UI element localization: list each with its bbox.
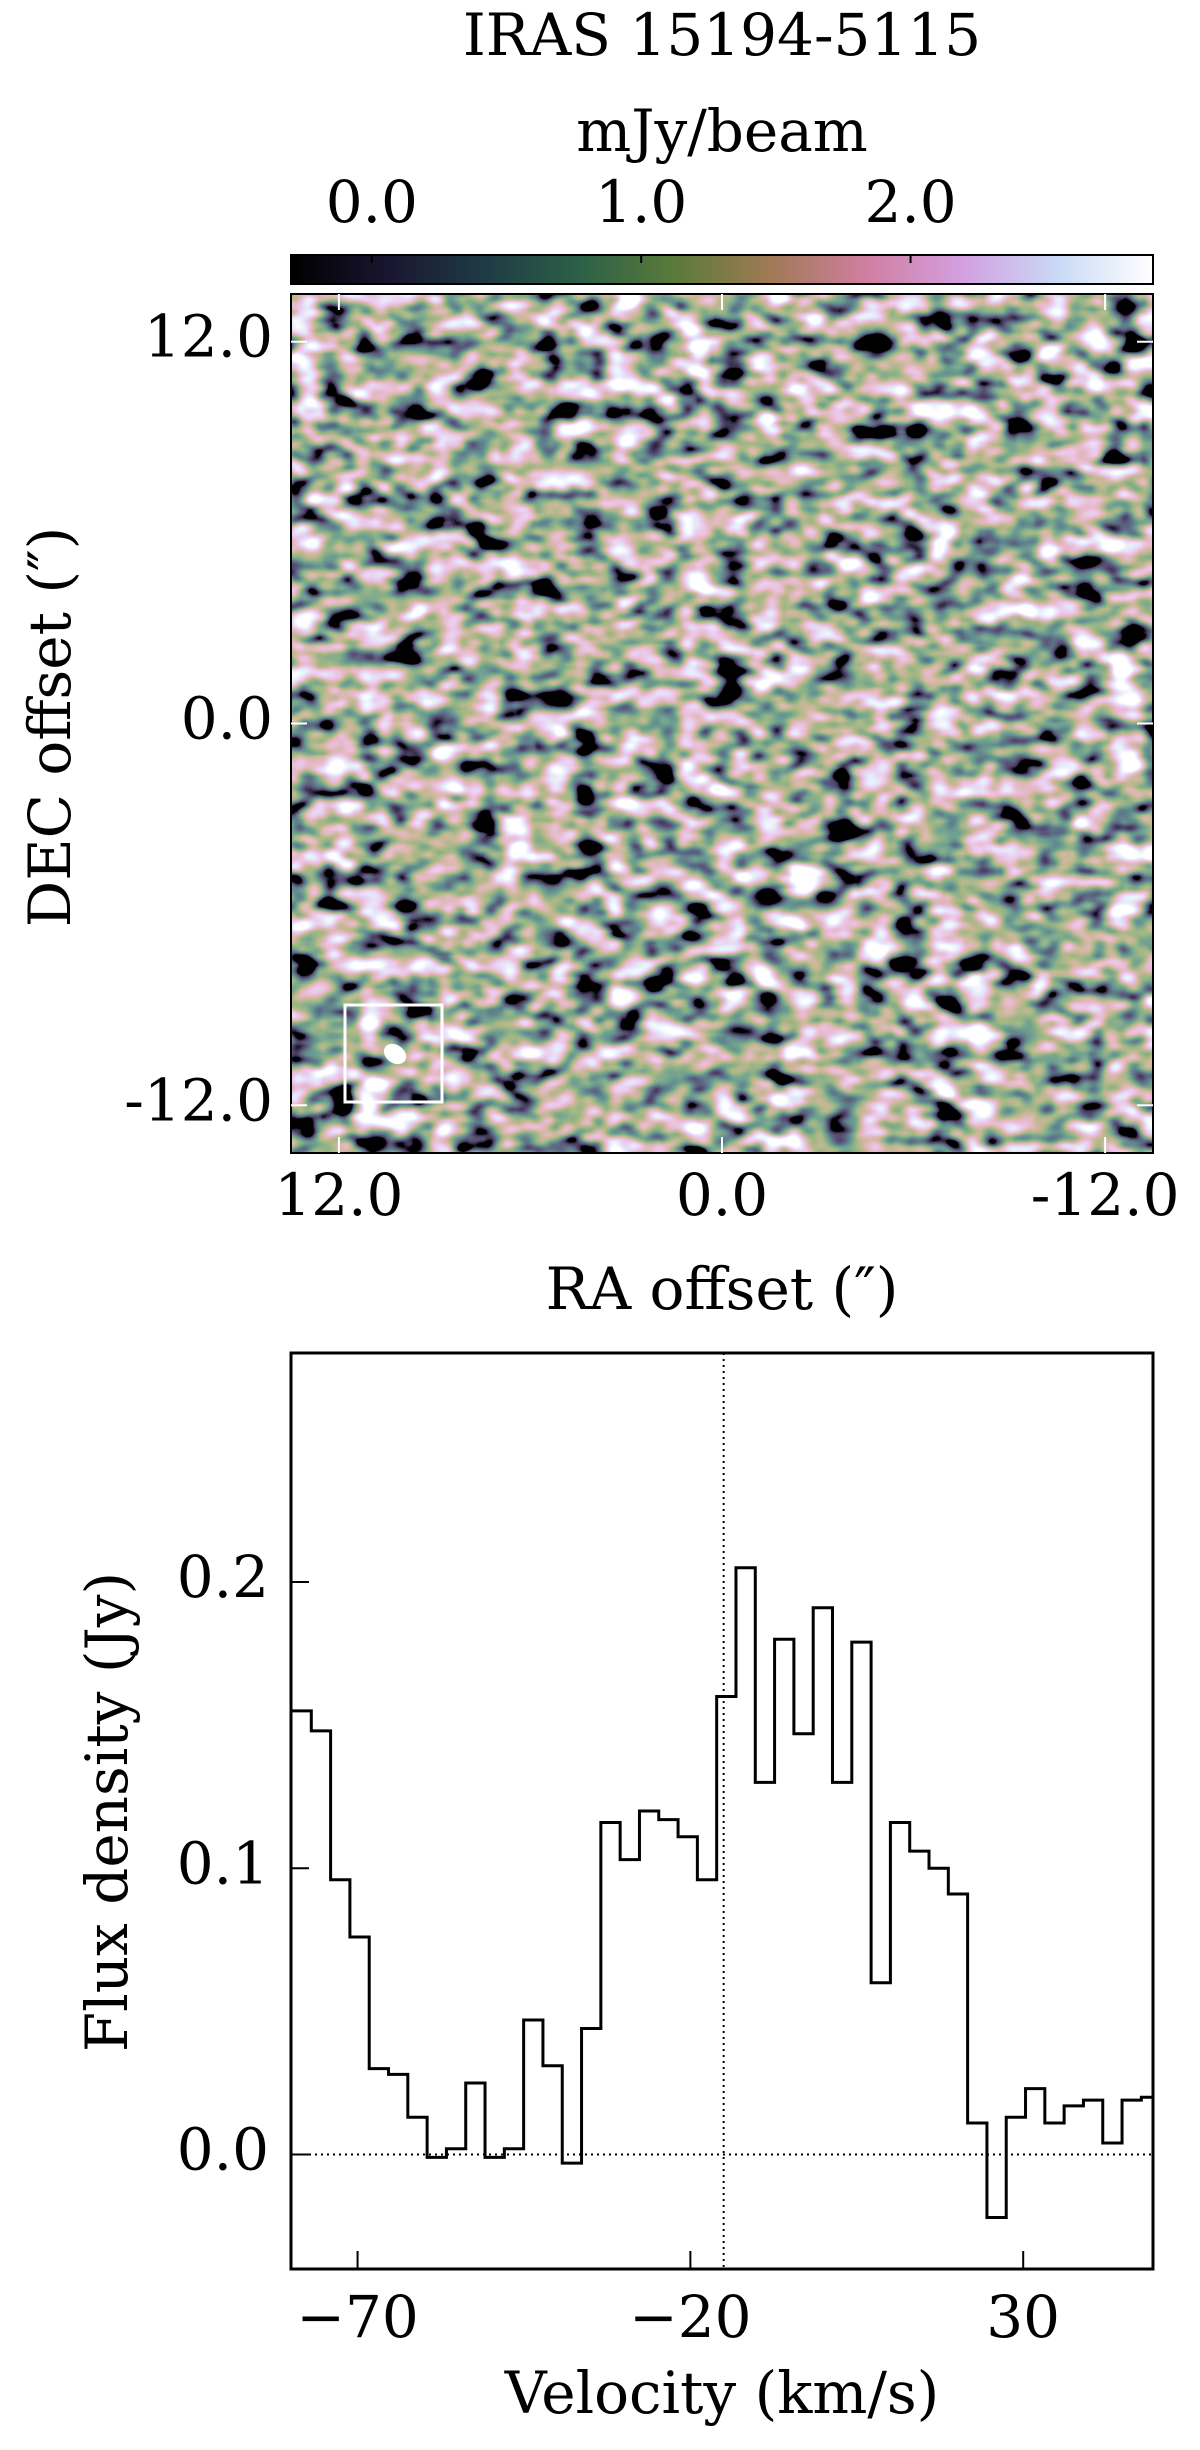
y-tick-label: 0.2 bbox=[177, 1543, 269, 1611]
y-tick-label: -12.0 bbox=[124, 1066, 273, 1134]
x-axis-label: RA offset (″) bbox=[546, 1255, 899, 1323]
map-image bbox=[291, 294, 1153, 1153]
beam bbox=[383, 1043, 407, 1065]
plot-area bbox=[291, 1566, 1153, 2219]
colorbar-tick-label: 0.0 bbox=[326, 168, 418, 236]
y-axis-label: DEC offset (″) bbox=[16, 527, 84, 928]
x-tick-label: −20 bbox=[629, 2283, 751, 2351]
spectrum-frame bbox=[289, 1351, 1155, 2271]
y-tick-label: 0.0 bbox=[181, 685, 273, 753]
y-tick-label: 12.0 bbox=[144, 303, 273, 371]
colorbar-label: mJy/beam bbox=[576, 97, 868, 165]
colorbar-tick-label: 2.0 bbox=[864, 168, 956, 236]
y-tick-label: 0.0 bbox=[177, 2116, 269, 2184]
y-tick-label: 0.1 bbox=[177, 1829, 269, 1897]
colorbar bbox=[290, 254, 1154, 285]
x-tick-label: -12.0 bbox=[1031, 1161, 1180, 1229]
spectrum-line bbox=[291, 1566, 1153, 2219]
x-axis-label: Velocity (km/s) bbox=[504, 2359, 940, 2427]
beam-box bbox=[343, 1003, 444, 1104]
x-tick-label: −70 bbox=[296, 2283, 418, 2351]
y-axis-label: Flux density (Jy) bbox=[73, 1572, 141, 2052]
x-tick-label: 30 bbox=[986, 2283, 1060, 2351]
colorbar-tick-label: 1.0 bbox=[595, 168, 687, 236]
x-tick-label: 0.0 bbox=[676, 1161, 768, 1229]
title: IRAS 15194-5115 bbox=[463, 1, 981, 69]
x-tick-label: 12.0 bbox=[274, 1161, 403, 1229]
